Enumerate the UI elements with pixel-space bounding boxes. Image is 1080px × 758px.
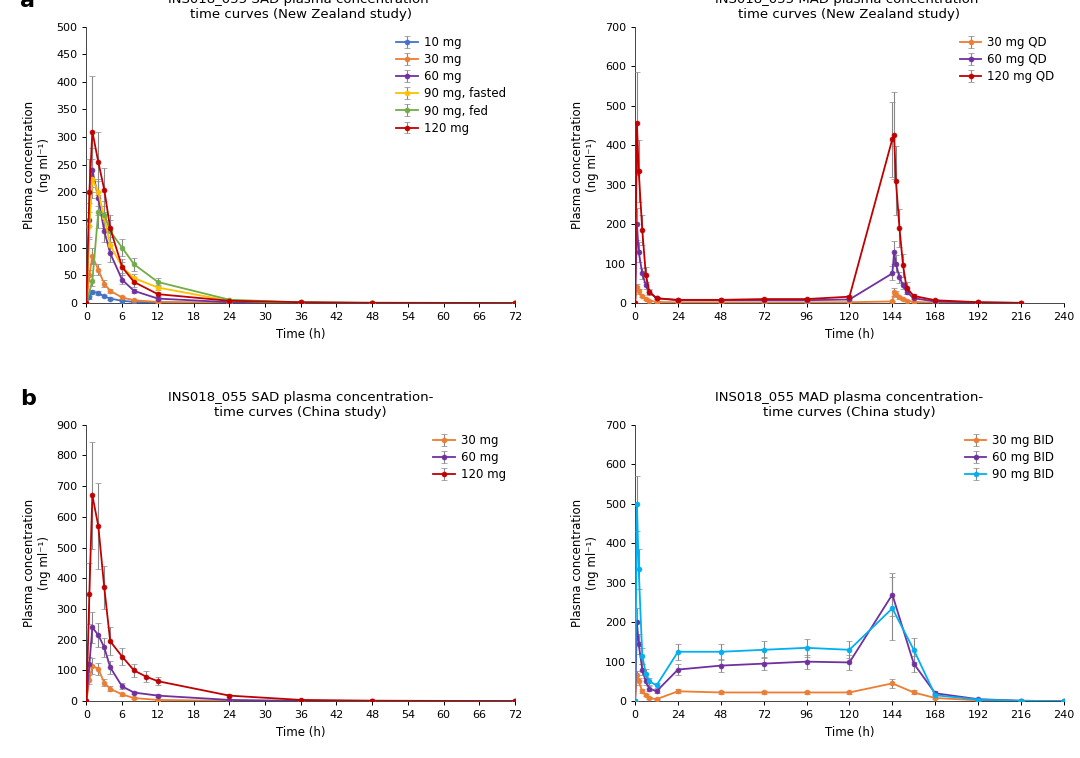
Legend: 30 mg, 60 mg, 120 mg: 30 mg, 60 mg, 120 mg: [430, 431, 509, 485]
X-axis label: Time (h): Time (h): [276, 327, 325, 340]
Title: INS018_055 MAD plasma concentration-
time curves (China study): INS018_055 MAD plasma concentration- tim…: [715, 391, 984, 419]
Text: a: a: [19, 0, 35, 11]
Text: b: b: [19, 389, 36, 409]
Y-axis label: Plasma concentration
(ng ml⁻¹): Plasma concentration (ng ml⁻¹): [23, 101, 51, 229]
Legend: 30 mg QD, 60 mg QD, 120 mg QD: 30 mg QD, 60 mg QD, 120 mg QD: [957, 33, 1058, 86]
Y-axis label: Plasma concentration
(ng ml⁻¹): Plasma concentration (ng ml⁻¹): [23, 499, 51, 627]
Y-axis label: Plasma concentration
(ng ml⁻¹): Plasma concentration (ng ml⁻¹): [571, 499, 599, 627]
Legend: 30 mg BID, 60 mg BID, 90 mg BID: 30 mg BID, 60 mg BID, 90 mg BID: [961, 431, 1058, 485]
X-axis label: Time (h): Time (h): [825, 725, 874, 739]
Title: INS018_055 MAD plasma concentration-
time curves (New Zealand study): INS018_055 MAD plasma concentration- tim…: [715, 0, 984, 21]
Title: INS018_055 SAD plasma concentration-
time curves (China study): INS018_055 SAD plasma concentration- tim…: [168, 391, 433, 419]
Y-axis label: Plasma concentration
(ng ml⁻¹): Plasma concentration (ng ml⁻¹): [571, 101, 599, 229]
Legend: 10 mg, 30 mg, 60 mg, 90 mg, fasted, 90 mg, fed, 120 mg: 10 mg, 30 mg, 60 mg, 90 mg, fasted, 90 m…: [393, 33, 509, 138]
X-axis label: Time (h): Time (h): [276, 725, 325, 739]
Title: INS018_055 SAD plasma concentration-
time curves (New Zealand study): INS018_055 SAD plasma concentration- tim…: [168, 0, 433, 21]
X-axis label: Time (h): Time (h): [825, 327, 874, 340]
